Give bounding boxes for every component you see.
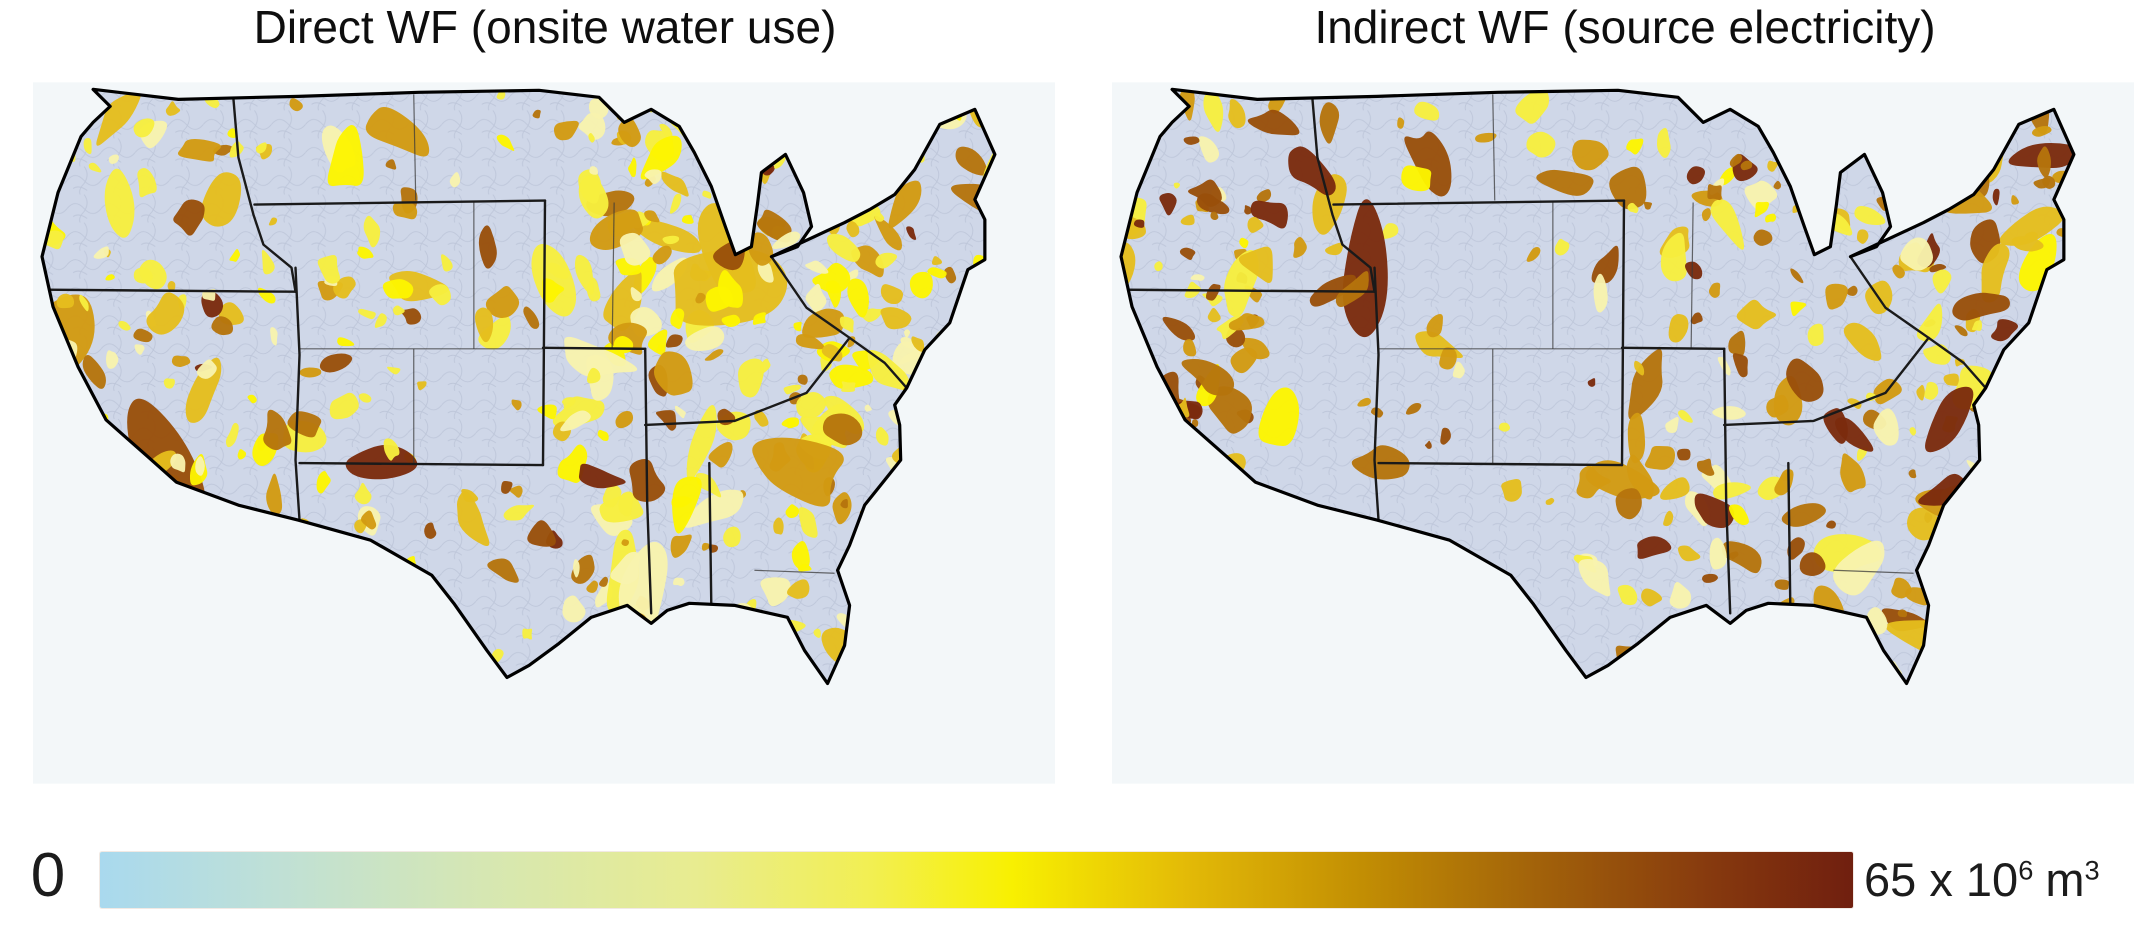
colorbar-gradient	[100, 852, 1853, 908]
left-map-title: Direct WF (onsite water use)	[253, 1, 837, 53]
colorbar-max-unit-exponent: 3	[2084, 854, 2100, 886]
right-map-title: Indirect WF (source electricity)	[1314, 1, 1936, 53]
colorbar-min-label: 0	[30, 841, 66, 910]
colorbar-max-exponent: 6	[2018, 854, 2034, 886]
colorbar-max-unit: m	[2045, 853, 2085, 906]
map-direct-wf	[33, 82, 1055, 784]
map-indirect-wf	[1112, 82, 2134, 784]
colorbar-max-label: 65 x 106 m3	[1864, 850, 2100, 910]
colorbar-max-base: 65 x 10	[1864, 853, 2019, 906]
